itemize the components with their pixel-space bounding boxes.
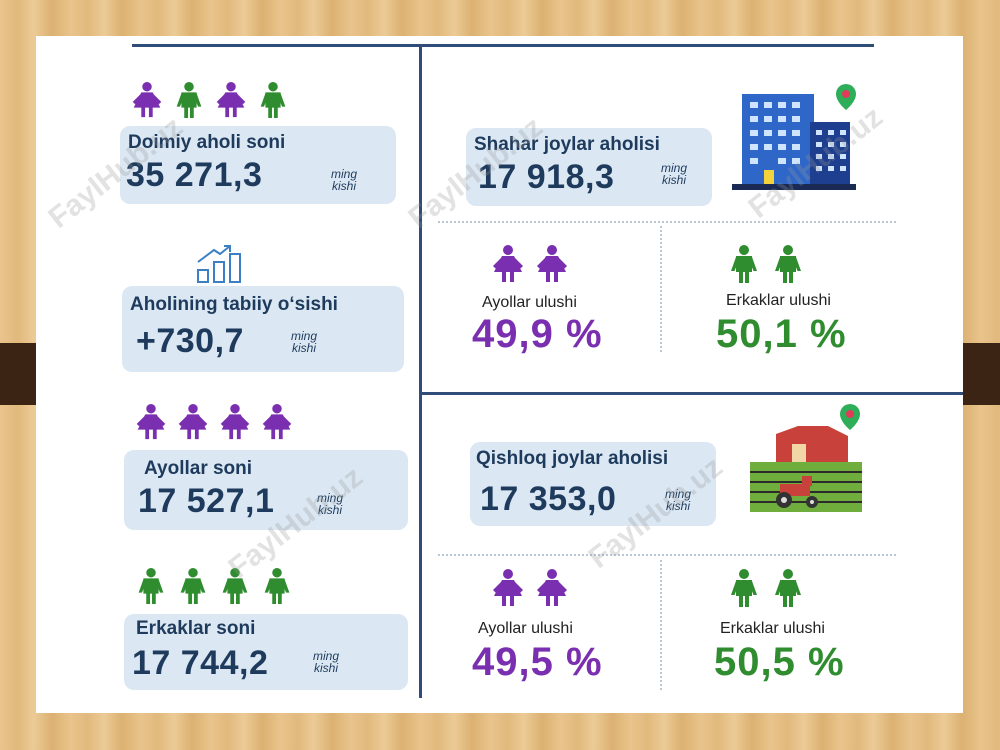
male-icon [724, 566, 764, 610]
men-count-value: 17 744,2 [132, 644, 269, 682]
male-icon [724, 242, 764, 286]
top-divider [132, 44, 874, 47]
female-icon [532, 566, 572, 610]
female-icon [212, 78, 250, 122]
infographic-sheet: Doimiy aholi soni 35 271,3 ming kishi Aho… [36, 36, 963, 713]
male-icon [768, 242, 808, 286]
urban-men-share-value: 50,1 % [716, 312, 847, 356]
female-icon [174, 400, 212, 444]
rural-women-icons [488, 566, 572, 610]
men-count-card: Erkaklar soni 17 744,2 ming kishi [124, 614, 408, 690]
women-count-card: Ayollar soni 17 527,1 ming kishi [124, 450, 408, 530]
center-divider [419, 44, 422, 698]
urban-men-share-label: Erkaklar ulushi [726, 292, 831, 309]
farm-barn-icon [750, 404, 862, 512]
growth-chart-icon [197, 245, 241, 283]
urban-women-share-value: 49,9 % [472, 312, 603, 356]
rural-population-card: Qishloq joylar aholisi 17 353,0 ming kish… [470, 442, 716, 526]
women-count-value: 17 527,1 [138, 482, 275, 520]
female-icon [488, 566, 528, 610]
urban-population-card: Shahar joylar aholisi 17 918,3 ming kishi [466, 128, 712, 206]
permanent-population-value: 35 271,3 [126, 156, 263, 194]
male-icon [174, 564, 212, 608]
male-icon [170, 78, 208, 122]
rural-women-share-value: 49,5 % [472, 640, 603, 684]
natural-growth-value: +730,7 [136, 322, 244, 360]
rural-men-share-value: 50,5 % [714, 640, 845, 684]
rural-dotted-separator [438, 554, 896, 556]
rural-women-share-label: Ayollar ulushi [478, 620, 573, 637]
permanent-population-unit: ming kishi [330, 167, 357, 193]
rural-share-separator [660, 560, 662, 690]
urban-women-share-label: Ayollar ulushi [482, 294, 577, 311]
women-count-icons [132, 400, 296, 444]
urban-population-unit: ming kishi [660, 161, 687, 187]
female-icon [128, 78, 166, 122]
urban-rural-divider [422, 392, 963, 395]
rural-population-value: 17 353,0 [480, 480, 617, 518]
urban-population-title: Shahar joylar aholisi [474, 134, 660, 155]
urban-dotted-separator [438, 221, 896, 223]
rural-population-unit: ming kishi [664, 487, 691, 513]
male-icon [132, 564, 170, 608]
men-count-icons [132, 564, 296, 608]
permanent-population-icons [128, 78, 292, 122]
men-count-title: Erkaklar soni [136, 618, 256, 639]
male-icon [254, 78, 292, 122]
women-count-unit: ming kishi [316, 491, 343, 517]
urban-share-separator [660, 226, 662, 352]
urban-women-icons [488, 242, 572, 286]
female-icon [488, 242, 528, 286]
rural-men-share-label: Erkaklar ulushi [720, 620, 825, 637]
female-icon [258, 400, 296, 444]
city-buildings-icon [732, 84, 856, 190]
rural-population-title: Qishloq joylar aholisi [476, 448, 669, 469]
women-count-title: Ayollar soni [144, 458, 253, 479]
male-icon [216, 564, 254, 608]
natural-growth-unit: ming kishi [290, 329, 317, 355]
male-icon [768, 566, 808, 610]
urban-men-icons [724, 242, 808, 286]
male-icon [258, 564, 296, 608]
permanent-population-title: Doimiy aholi soni [128, 132, 286, 153]
female-icon [216, 400, 254, 444]
female-icon [532, 242, 572, 286]
rural-men-icons [724, 566, 808, 610]
natural-growth-title: Aholining tabiiy o‘sishi [130, 294, 338, 315]
permanent-population-card: Doimiy aholi soni 35 271,3 ming kishi [120, 126, 396, 204]
men-count-unit: ming kishi [312, 649, 339, 675]
natural-growth-card: Aholining tabiiy o‘sishi +730,7 ming kish… [122, 286, 404, 372]
female-icon [132, 400, 170, 444]
urban-population-value: 17 918,3 [478, 158, 615, 196]
